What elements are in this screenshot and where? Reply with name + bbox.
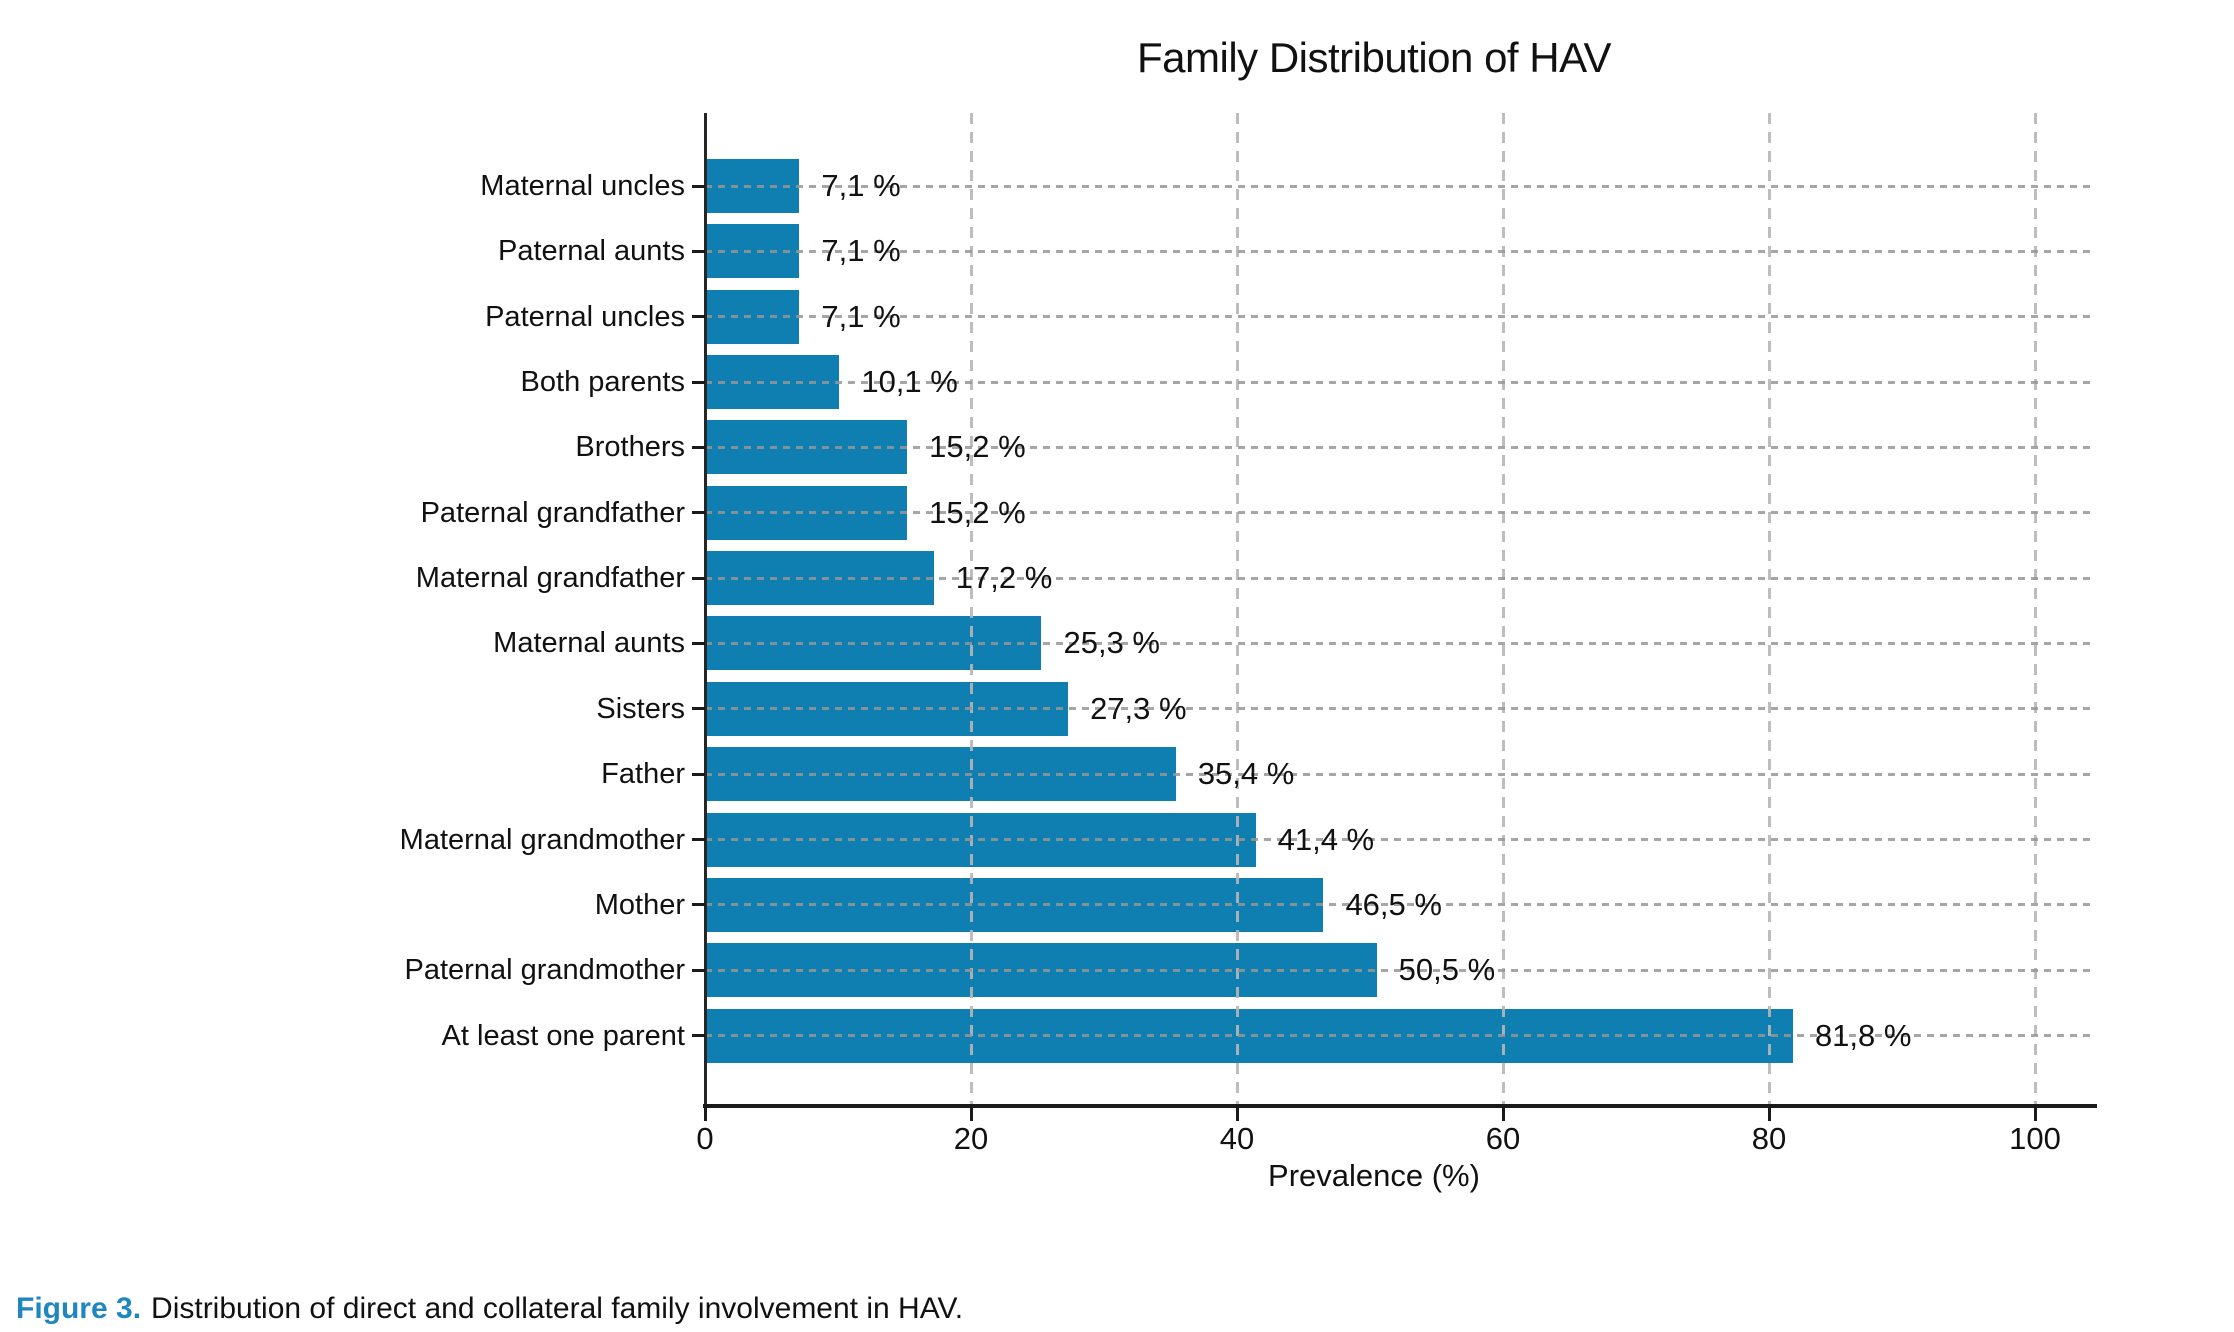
y-gridline — [705, 641, 2095, 645]
y-gridline — [705, 968, 2095, 972]
y-gridline — [705, 838, 2095, 841]
figure-caption-label: Figure 3. — [16, 1292, 142, 1325]
value-label: 25,3 % — [1063, 625, 1160, 661]
x-tick-label: 80 — [1751, 1121, 1787, 1156]
x-tick — [703, 1108, 707, 1121]
y-gridline — [705, 445, 2095, 449]
category-label: Brothers — [575, 431, 685, 464]
value-label: 46,5 % — [1345, 886, 1442, 922]
y-gridline — [705, 249, 2095, 253]
category-label: Both parents — [520, 366, 685, 399]
y-tick — [692, 249, 705, 253]
category-label: Paternal uncles — [485, 300, 685, 333]
y-gridline — [705, 772, 2095, 776]
category-label: Maternal grandmother — [399, 823, 685, 856]
y-tick — [692, 445, 705, 449]
y-gridline — [705, 576, 2095, 580]
y-axis-spine — [704, 113, 707, 1108]
bar-chart-plot-area: 0 20 40 60 80 100 Maternal uncles 7,1 % Paternal… — [400, 113, 2097, 1156]
y-tick — [692, 641, 705, 645]
y-tick — [692, 968, 705, 972]
value-label: 81,8 % — [1814, 1017, 1912, 1053]
y-gridline — [705, 184, 2095, 188]
category-label: Paternal grandmother — [404, 954, 686, 987]
x-gridline — [1235, 113, 1239, 1108]
x-axis-label: Prevalence (%) — [1268, 1158, 1480, 1193]
x-tick-label: 40 — [1219, 1121, 1255, 1156]
value-label: 7,1 % — [821, 233, 901, 269]
y-gridline — [705, 511, 2095, 515]
y-gridline — [705, 1034, 2095, 1038]
category-label: Mother — [594, 888, 685, 921]
x-gridline — [2033, 113, 2037, 1108]
value-label: 17,2 % — [955, 560, 1053, 596]
category-label: Paternal grandfather — [420, 496, 685, 529]
y-tick — [692, 838, 705, 841]
x-tick-label: 0 — [696, 1121, 714, 1156]
y-gridline — [705, 315, 2095, 319]
x-tick — [1235, 1108, 1239, 1121]
value-label: 15,2 % — [929, 494, 1026, 530]
value-label: 35,4 % — [1197, 756, 1295, 792]
category-label: Maternal aunts — [493, 627, 685, 660]
x-tick-label: 60 — [1485, 1121, 1521, 1156]
x-tick — [1501, 1108, 1505, 1121]
y-gridline — [705, 903, 2095, 907]
category-label: Maternal uncles — [480, 170, 685, 202]
figure-caption-text: Distribution of direct and collateral fa… — [151, 1292, 964, 1325]
figure-caption: Figure 3. Distribution of direct and coll… — [16, 1290, 963, 1328]
y-gridline — [705, 707, 2095, 711]
y-tick — [692, 707, 705, 711]
y-gridline — [705, 380, 2095, 384]
y-tick — [692, 315, 705, 319]
chart-title: Family Distribution of HAV — [1136, 34, 1612, 81]
y-tick — [692, 772, 705, 776]
category-label: Paternal aunts — [497, 235, 685, 268]
category-label: Maternal grandfather — [415, 562, 685, 595]
y-tick — [692, 1034, 705, 1038]
x-gridline — [969, 113, 973, 1108]
y-tick — [692, 184, 705, 188]
y-tick — [692, 511, 705, 515]
x-tick — [1767, 1108, 1771, 1121]
x-tick-label: 20 — [953, 1121, 989, 1156]
y-tick — [692, 903, 705, 907]
value-label: 10,1 % — [861, 364, 958, 400]
x-tick — [969, 1108, 973, 1121]
value-label: 41,4 % — [1277, 821, 1375, 857]
y-tick — [692, 576, 705, 580]
category-label: Father — [601, 758, 685, 791]
x-gridline — [1501, 113, 1505, 1108]
category-label: Sisters — [596, 692, 685, 725]
x-gridline — [1767, 113, 1771, 1108]
value-label: 15,2 % — [929, 429, 1026, 465]
x-tick — [2033, 1108, 2037, 1121]
value-label: 7,1 % — [821, 298, 901, 334]
value-label: 7,1 % — [821, 168, 901, 203]
value-label: 50,5 % — [1398, 952, 1496, 988]
y-tick — [692, 380, 705, 384]
x-tick-label: 100 — [2009, 1121, 2061, 1156]
category-label: At least one parent — [441, 1019, 685, 1052]
value-label: 27,3 % — [1090, 690, 1187, 726]
x-axis-spine — [703, 1104, 2097, 1108]
